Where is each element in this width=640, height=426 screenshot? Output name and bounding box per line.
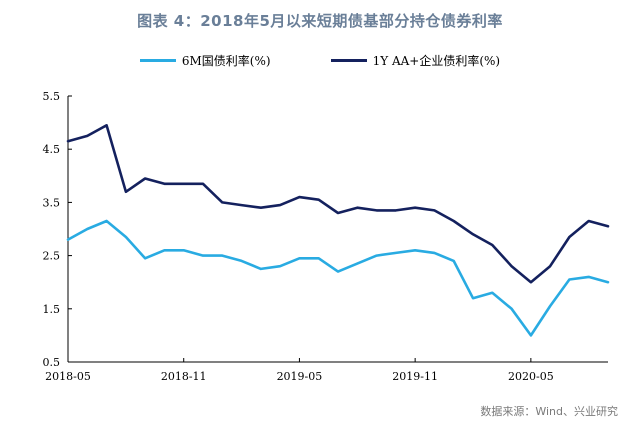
y-tick-label: 1.5	[43, 303, 61, 316]
legend-label-1y: 1Y AA+企业债利率(%)	[372, 53, 501, 68]
series-line-1	[66, 124, 610, 284]
y-tick-label: 5.5	[43, 90, 61, 103]
legend: 6M国债利率(%) 1Y AA+企业债利率(%)	[0, 50, 640, 70]
legend-item-6m: 6M国债利率(%)	[139, 50, 271, 70]
y-tick-label: 2.5	[43, 250, 61, 263]
legend-label-6m: 6M国债利率(%)	[181, 53, 271, 68]
x-tick-label: 2018-05	[45, 370, 91, 383]
x-tick-label: 2019-05	[277, 370, 323, 383]
x-tick-label: 2018-11	[161, 370, 207, 383]
x-tick-label: 2020-05	[508, 370, 554, 383]
y-tick-label: 0.5	[43, 356, 61, 369]
legend-swatch-1y	[330, 58, 367, 62]
legend-swatch-6m	[139, 58, 176, 62]
series-line-0	[66, 219, 610, 337]
legend-item-1y: 1Y AA+企业债利率(%)	[330, 50, 501, 70]
y-tick-label: 3.5	[43, 196, 61, 209]
y-tick-label: 4.5	[43, 143, 61, 156]
source-note: 数据来源：Wind、兴业研究	[480, 405, 618, 418]
chart-title: 图表 4：2018年5月以来短期债基部分持仓债券利率	[137, 12, 503, 30]
x-tick-label: 2019-11	[392, 370, 438, 383]
